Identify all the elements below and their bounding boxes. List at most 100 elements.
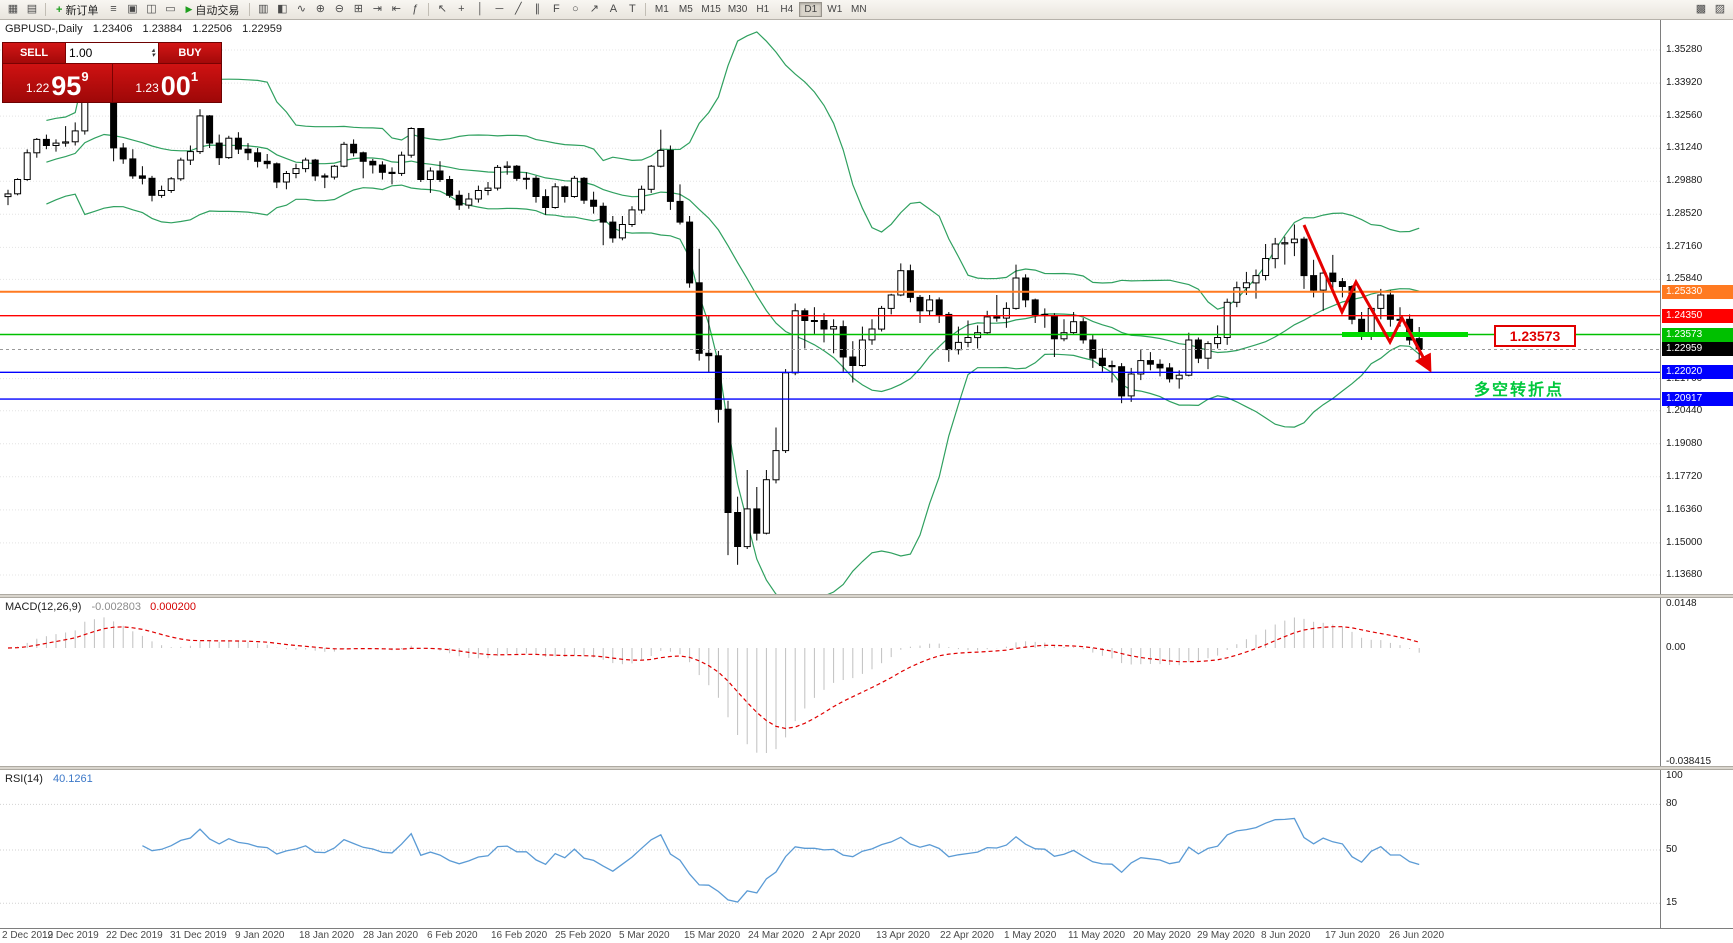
auto-scroll-icon[interactable]: ⇥ <box>372 3 382 15</box>
zoom-in-icon[interactable]: ⊕ <box>315 3 325 15</box>
candle-body <box>225 137 233 159</box>
buy-price-button[interactable]: 1.23 00 1 <box>112 64 221 102</box>
terminal-icon[interactable]: ▭ <box>165 3 176 15</box>
price-axis-label: 1.33920 <box>1666 77 1703 88</box>
spinner-up-icon[interactable]: ▴ <box>151 47 155 54</box>
arrange-windows-icon[interactable]: ▩ <box>1695 3 1707 15</box>
chart-ohlc-header: GBPUSD-,Daily 1.23406 1.23884 1.22506 1.… <box>5 23 282 35</box>
market-watch-icon[interactable]: ≡ <box>110 3 117 15</box>
timeframe-h4[interactable]: H4 <box>780 4 794 15</box>
date-label: 2 Dec 2019 <box>2 930 54 941</box>
chart-shift-icon[interactable]: ⇤ <box>391 3 401 15</box>
crosshair-icon[interactable]: + <box>458 3 465 15</box>
channel-icon[interactable]: ∥ <box>534 3 541 15</box>
turning-point-annotation[interactable]: 多空转折点 <box>1474 382 1565 399</box>
timeframe-mn[interactable]: MN <box>850 4 867 15</box>
price-axis-chip-1.25330[interactable]: 1.25330 <box>1662 285 1733 299</box>
sell-price-button[interactable]: 1.22 95 9 <box>3 64 112 102</box>
date-label: 13 Apr 2020 <box>876 930 930 941</box>
candle-body <box>302 159 310 170</box>
price-axis-label: 1.19080 <box>1666 438 1703 449</box>
rsi-canvas[interactable] <box>0 770 1660 928</box>
buy-button[interactable]: BUY <box>159 43 221 63</box>
text-icon[interactable]: A <box>609 3 618 15</box>
price-axis-chip-1.23573[interactable]: 1.23573 <box>1662 328 1733 342</box>
panel-splitter[interactable] <box>0 594 1733 598</box>
candle-body <box>887 294 895 309</box>
text-label-icon[interactable]: T <box>628 3 636 15</box>
timeframe-m5[interactable]: M5 <box>678 4 693 15</box>
new-window-icon[interactable]: ▨ <box>1714 3 1726 15</box>
candle-body <box>234 137 242 150</box>
fibonacci-icon[interactable]: F <box>552 3 560 15</box>
candle-body <box>14 179 22 195</box>
navigator-icon[interactable]: ◫ <box>146 3 157 15</box>
date-label: 25 Feb 2020 <box>555 930 612 941</box>
timeframe-m15[interactable]: M15 <box>701 4 721 15</box>
panel-splitter[interactable] <box>0 766 1733 770</box>
window-profiles-icon[interactable]: ▤ <box>26 3 38 15</box>
candle-body <box>772 450 780 481</box>
arrows-icon[interactable]: ↗ <box>589 3 599 15</box>
date-axis: 2 Dec 2019 12 Dec 2019 22 Dec 2019 31 Dec 2… <box>0 928 1733 943</box>
data-window-icon[interactable]: ▣ <box>127 3 138 15</box>
new-chart-icon[interactable]: ▦ <box>7 3 19 15</box>
candle-body <box>1338 281 1346 288</box>
bollinger-upper-band <box>46 31 1420 310</box>
candle-body <box>849 356 857 366</box>
timeframe-w1[interactable]: W1 <box>827 4 843 15</box>
volume-field[interactable]: 1.00 ▴ ▾ <box>66 43 158 63</box>
tile-windows-icon[interactable]: ⊞ <box>353 3 363 15</box>
candle-body <box>734 512 742 547</box>
indicators-icon[interactable]: ƒ <box>412 3 419 15</box>
shapes-icon[interactable]: ○ <box>572 3 579 15</box>
candle-body <box>167 178 175 192</box>
macd-title: MACD(12,26,9) <box>5 601 82 613</box>
volume-spinner[interactable]: ▴ ▾ <box>151 47 155 59</box>
candle-body <box>398 154 406 174</box>
line-chart-icon[interactable]: ∿ <box>296 3 306 15</box>
candle-body <box>551 186 559 209</box>
candle-body <box>657 149 665 167</box>
autotrade-button[interactable]: ▶ 自动交易 <box>179 2 245 18</box>
candle-body <box>455 194 463 206</box>
price-axis-chip-1.24350[interactable]: 1.24350 <box>1662 309 1733 323</box>
candle-body <box>580 177 588 201</box>
price-axis-chip-1.22020[interactable]: 1.22020 <box>1662 365 1733 379</box>
bar-chart-icon[interactable]: ▥ <box>258 3 269 15</box>
toolbar-separator <box>249 3 251 16</box>
price-chart-canvas[interactable] <box>0 20 1660 594</box>
date-label: 12 Dec 2019 <box>42 930 99 941</box>
candle-body <box>23 152 31 181</box>
high-value: 1.23884 <box>142 23 183 35</box>
timeframe-d1[interactable]: D1 <box>799 2 823 17</box>
macd-canvas[interactable] <box>0 598 1660 766</box>
candle-body <box>714 355 722 410</box>
candle-body <box>590 199 598 207</box>
timeframe-h1[interactable]: H1 <box>756 4 770 15</box>
rsi-axis: 100 80 50 15 <box>1660 770 1733 928</box>
timeframe-m30[interactable]: M30 <box>727 4 748 15</box>
vertical-line-icon[interactable]: │ <box>476 3 484 15</box>
candle-body <box>1079 321 1087 341</box>
spinner-down-icon[interactable]: ▾ <box>151 52 155 59</box>
zoom-out-icon[interactable]: ⊖ <box>334 3 344 15</box>
price-axis-chip-1.20917[interactable]: 1.20917 <box>1662 392 1733 406</box>
candle-body <box>676 200 684 223</box>
sell-button[interactable]: SELL <box>3 43 65 63</box>
horizontal-line-icon[interactable]: ─ <box>495 3 504 15</box>
price-level-callout[interactable]: 1.23573 <box>1494 325 1576 347</box>
candle-body <box>215 142 223 159</box>
candle-body <box>417 128 425 180</box>
candle-body <box>321 175 329 178</box>
candlestick-chart-icon[interactable]: ◧ <box>277 3 288 15</box>
new-order-button[interactable]: + 新订单 <box>50 2 104 18</box>
trendline-icon[interactable]: ╱ <box>515 3 522 15</box>
candle-body <box>1050 315 1058 340</box>
toolbar: ▦ ▤ + 新订单 ≡ ▣ ◫ ▭ ▶ 自动交易 ▥ ◧ ∿ ⊕ ⊖ ⊞ ⇥ ⇤ ƒ ↖ + │ ─ ╱ ∥ F ○ ↗… <box>0 0 1733 20</box>
timeframe-m1[interactable]: M1 <box>654 4 669 15</box>
cursor-icon[interactable]: ↖ <box>437 3 447 15</box>
trend-zigzag-annotation[interactable] <box>1302 224 1432 373</box>
candle-body <box>378 164 386 173</box>
candle-body <box>762 479 770 534</box>
